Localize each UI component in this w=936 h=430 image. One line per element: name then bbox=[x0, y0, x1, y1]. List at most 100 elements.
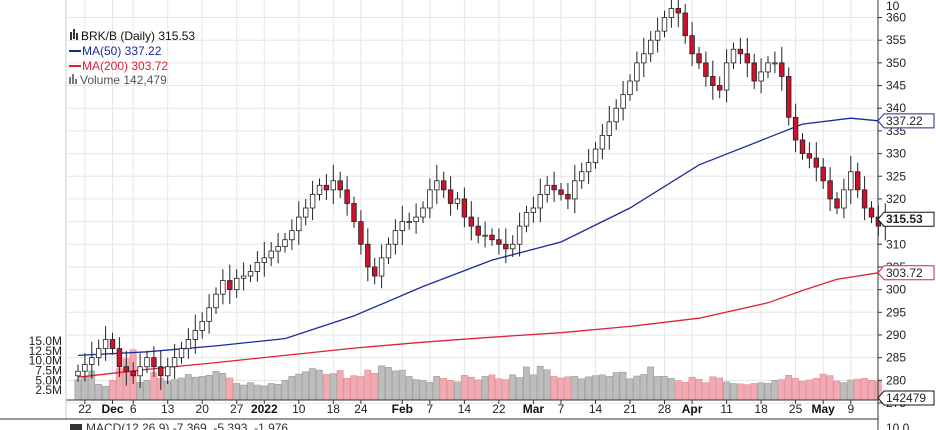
x-tick-label: 18 bbox=[754, 402, 768, 416]
x-tick-label: 14 bbox=[458, 402, 472, 416]
candle-body bbox=[440, 180, 447, 191]
candle bbox=[855, 162, 861, 199]
candle-body bbox=[779, 62, 785, 77]
volume-bar bbox=[640, 374, 648, 401]
volume-bar bbox=[405, 376, 413, 401]
volume-tick-label: 10.0M bbox=[29, 354, 62, 368]
candle-body bbox=[220, 280, 226, 295]
candle bbox=[102, 325, 109, 361]
axis-marker-label: 337.22 bbox=[886, 114, 923, 128]
volume-bar bbox=[861, 378, 868, 401]
volume-bar bbox=[695, 378, 703, 401]
x-tick-label: Feb bbox=[392, 402, 413, 416]
price-tick-label: 285 bbox=[886, 351, 906, 365]
legend-ma200: MA(200) 303.72 bbox=[82, 59, 168, 73]
volume-bar bbox=[474, 379, 482, 401]
candle-body bbox=[503, 243, 509, 250]
candle-body bbox=[613, 107, 619, 123]
axis-marker: 142479 bbox=[877, 390, 935, 406]
candle bbox=[565, 183, 571, 210]
axis-marker: 303.72 bbox=[877, 265, 935, 281]
candle bbox=[868, 201, 875, 224]
candle bbox=[682, 3, 688, 44]
candle-body bbox=[164, 366, 171, 377]
volume-bar bbox=[826, 375, 834, 401]
candle-body bbox=[351, 203, 357, 223]
candle-body bbox=[599, 135, 606, 150]
candle bbox=[689, 22, 695, 67]
volume-bar bbox=[867, 380, 875, 401]
axis-marker: 315.53 bbox=[877, 211, 935, 227]
volume-bar bbox=[522, 366, 530, 401]
candle-body bbox=[544, 184, 550, 195]
candle-body bbox=[468, 216, 474, 227]
candle-body bbox=[378, 257, 385, 277]
candle-body bbox=[592, 148, 599, 164]
volume-bar bbox=[681, 382, 689, 401]
candle bbox=[240, 262, 247, 291]
candle-body bbox=[261, 257, 267, 263]
volume-bar bbox=[667, 378, 675, 401]
candle bbox=[275, 232, 281, 264]
volume-bar bbox=[509, 374, 516, 401]
candle bbox=[730, 42, 737, 69]
candle bbox=[613, 99, 619, 130]
volume-bar bbox=[440, 378, 447, 401]
volume-bar bbox=[585, 376, 592, 401]
candle-body bbox=[516, 225, 523, 245]
volume-bar bbox=[191, 376, 199, 401]
candle bbox=[503, 228, 509, 264]
volume-bar bbox=[460, 374, 468, 401]
candle-body bbox=[675, 8, 681, 14]
volume-bar bbox=[792, 378, 799, 401]
volume-bar bbox=[688, 376, 696, 401]
candle-body bbox=[199, 320, 205, 331]
candle bbox=[123, 350, 129, 386]
candle bbox=[427, 178, 433, 219]
candle-body bbox=[330, 180, 336, 191]
volume-bar bbox=[329, 373, 337, 401]
candle bbox=[579, 162, 585, 189]
candle-body bbox=[358, 221, 364, 245]
candle-body bbox=[233, 277, 240, 291]
candle bbox=[648, 31, 654, 62]
candle bbox=[302, 198, 309, 226]
candle bbox=[233, 269, 240, 298]
candle-body bbox=[447, 189, 454, 204]
candle bbox=[206, 294, 212, 334]
candle-body bbox=[151, 357, 157, 368]
candle bbox=[627, 74, 633, 101]
candle-body bbox=[178, 348, 185, 359]
price-tick-label: 355 bbox=[886, 33, 906, 47]
candle bbox=[606, 105, 612, 150]
candle-body bbox=[413, 216, 419, 223]
volume-bar bbox=[467, 376, 475, 401]
candle-body bbox=[551, 184, 557, 191]
candle bbox=[496, 228, 502, 255]
candle bbox=[696, 47, 702, 69]
candle-body bbox=[240, 275, 247, 279]
candle-body bbox=[861, 189, 868, 209]
candle bbox=[413, 203, 419, 234]
candle bbox=[399, 205, 405, 245]
volume-bar bbox=[171, 379, 178, 401]
volume-bar bbox=[198, 376, 206, 401]
candle-body bbox=[537, 193, 543, 209]
candle bbox=[268, 242, 274, 267]
candle-body bbox=[82, 364, 88, 372]
volume-bar bbox=[433, 376, 441, 401]
volume-bar bbox=[233, 383, 240, 401]
volume-bar bbox=[626, 378, 634, 401]
candle bbox=[710, 60, 716, 100]
candle bbox=[371, 257, 378, 285]
volume-bar bbox=[716, 377, 723, 401]
candle bbox=[447, 176, 454, 216]
volume-bar bbox=[205, 374, 213, 401]
candle-body bbox=[365, 243, 371, 268]
candle-body bbox=[427, 189, 433, 209]
candle bbox=[751, 53, 757, 90]
candle bbox=[330, 164, 336, 205]
volume-bar bbox=[536, 365, 544, 401]
candle bbox=[834, 192, 840, 215]
candle-body bbox=[696, 53, 702, 64]
